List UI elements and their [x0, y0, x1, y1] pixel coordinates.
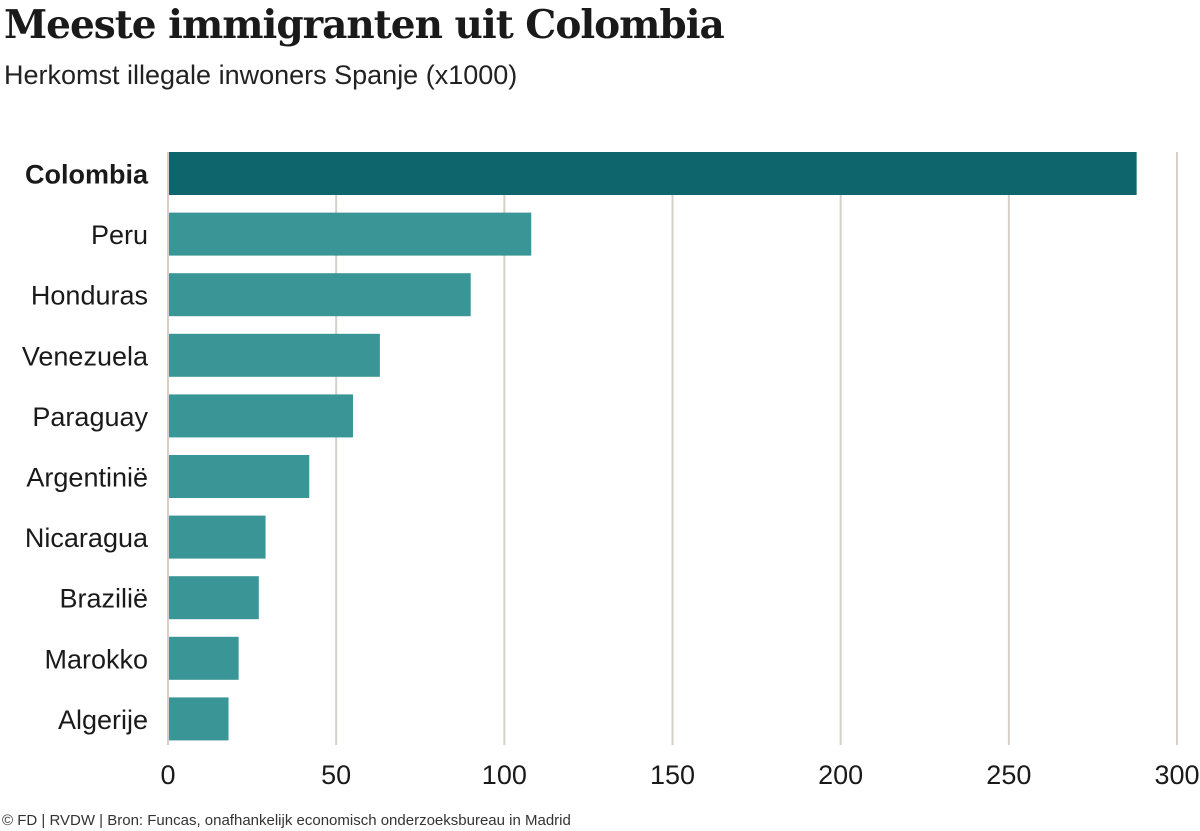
bar-7	[168, 576, 259, 620]
bar-3	[168, 333, 380, 377]
x-tick-label: 300	[1154, 760, 1199, 790]
category-label: Marokko	[44, 644, 148, 674]
bar-8	[168, 636, 239, 680]
category-label: Brazilië	[59, 584, 148, 614]
category-label: Argentinië	[26, 463, 148, 493]
category-label: Paraguay	[32, 402, 148, 432]
x-tick-label: 150	[650, 760, 695, 790]
bar-5	[168, 455, 310, 498]
x-tick-label: 100	[482, 760, 527, 790]
category-label: Colombia	[25, 160, 149, 190]
category-label: Honduras	[31, 281, 148, 311]
source-credit: © FD | RVDW | Bron: Funcas, onafhankelij…	[2, 812, 571, 829]
chart-subtitle: Herkomst illegale inwoners Spanje (x1000…	[4, 60, 518, 90]
x-tick-label: 250	[986, 760, 1031, 790]
bar-9	[168, 697, 229, 741]
category-label: Nicaragua	[25, 523, 149, 553]
x-tick-label: 50	[321, 760, 351, 790]
bar-1	[168, 212, 532, 256]
chart-title: Meeste immigranten uit Colombia	[4, 2, 725, 48]
bar-6	[168, 515, 266, 559]
bar-0	[168, 152, 1137, 195]
category-label: Peru	[91, 220, 148, 250]
x-tick-label: 0	[160, 760, 175, 790]
bar-4	[168, 394, 353, 438]
x-tick-label: 200	[818, 760, 863, 790]
category-label: Algerije	[58, 705, 148, 735]
category-label: Venezuela	[22, 341, 149, 371]
bar-2	[168, 273, 471, 317]
